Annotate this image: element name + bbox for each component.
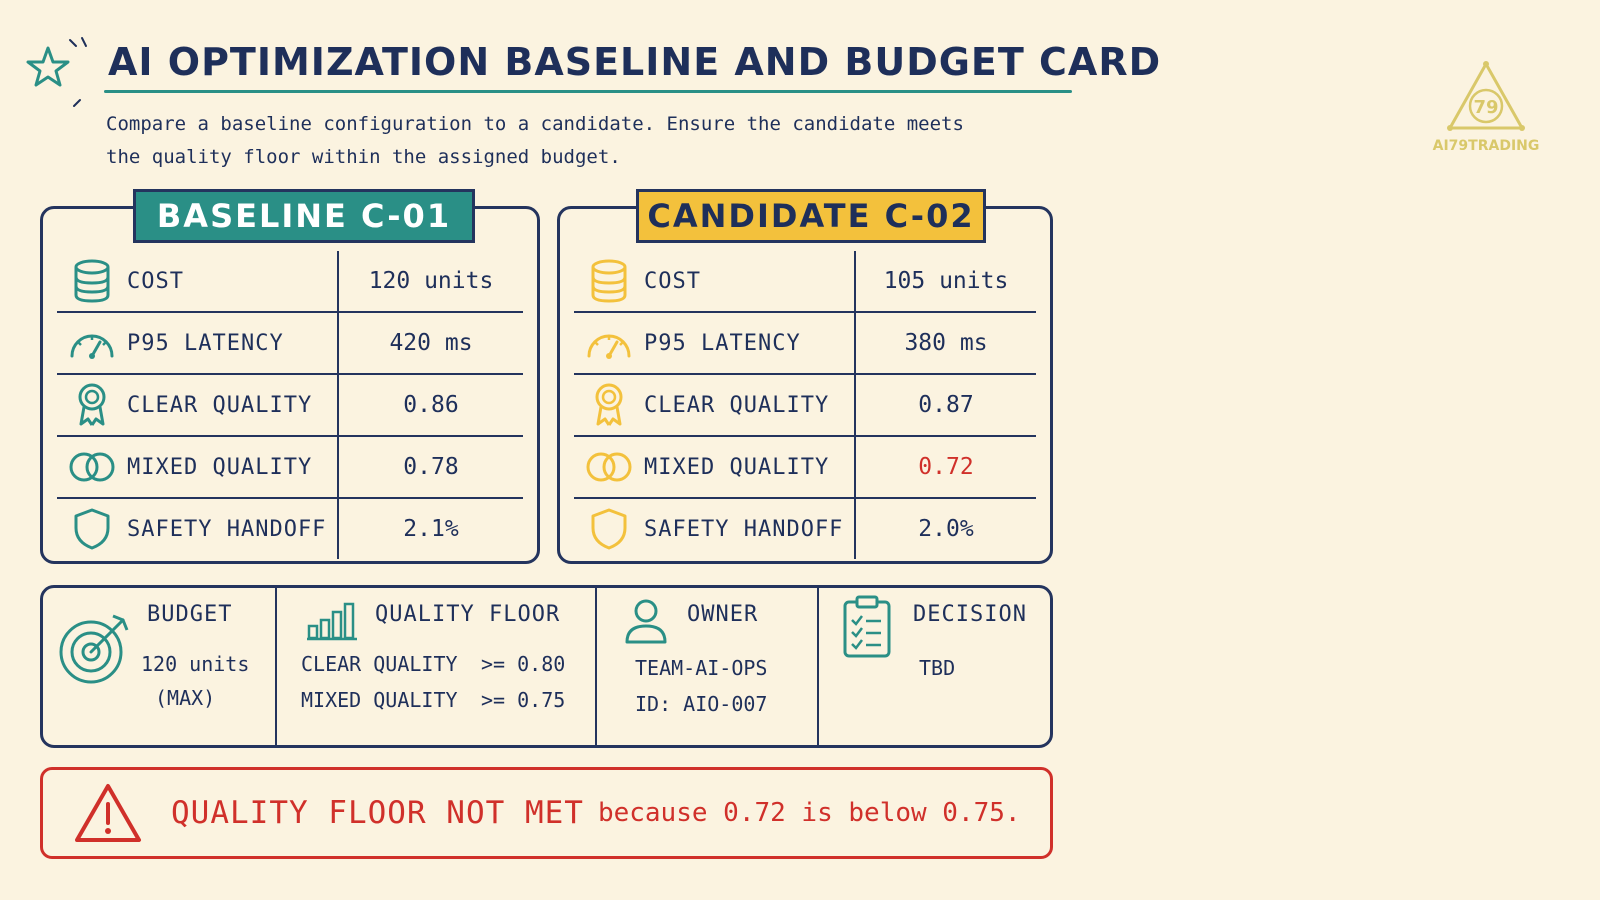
quality-floor-cell: QUALITY FLOOR CLEAR QUALITY >= 0.80 MIXE…: [275, 588, 595, 745]
budget-label: BUDGET: [147, 602, 233, 627]
baseline-row: COST 120 units: [57, 251, 523, 313]
ribbon-icon: [57, 382, 127, 428]
logo-mark-text: 79: [1473, 97, 1498, 118]
brand-logo: 79 AI79TRADING: [1426, 60, 1546, 154]
candidate-row: MIXED QUALITY 0.72: [574, 437, 1036, 499]
candidate-metric-value: 380 ms: [854, 313, 1036, 373]
owner-id: ID: AIO-007: [635, 692, 768, 716]
shield-icon: [57, 507, 127, 551]
star-icon: [26, 37, 87, 107]
alert-headline: QUALITY FLOOR NOT MET: [171, 795, 584, 831]
baseline-metric-label: COST: [127, 268, 184, 294]
candidate-card: CANDIDATE C-02 COST 105 units P95 LATENCY 3…: [557, 189, 1053, 564]
alert-detail: because 0.72 is below 0.75.: [597, 798, 1021, 828]
baseline-row: P95 LATENCY 420 ms: [57, 313, 523, 375]
rings-icon: [57, 450, 127, 484]
baseline-metrics: COST 120 units P95 LATENCY 420 ms CLEAR QUAL…: [57, 251, 523, 559]
quality-floor-label: QUALITY FLOOR: [375, 602, 561, 627]
bar-chart-icon: [307, 602, 357, 641]
baseline-metric-label: CLEAR QUALITY: [127, 392, 313, 418]
quality-alert: QUALITY FLOOR NOT MET because 0.72 is be…: [40, 767, 1053, 859]
floor-mixed-value: >= 0.75: [481, 688, 566, 712]
floor-clear-value: >= 0.80: [481, 652, 566, 676]
candidate-metric-label: COST: [644, 268, 701, 294]
budget-cell: BUDGET 120 units (MAX): [43, 588, 275, 745]
database-icon: [574, 259, 644, 303]
baseline-row: CLEAR QUALITY 0.86: [57, 375, 523, 437]
budget-note: (MAX): [155, 686, 216, 710]
baseline-metric-value: 120 units: [337, 251, 523, 311]
baseline-metric-value: 2.1%: [337, 499, 523, 559]
baseline-card: BASELINE C-01 COST 120 units P95 LATENCY 42…: [40, 189, 540, 564]
owner-cell: OWNER TEAM-AI-OPS ID: AIO-007: [595, 588, 817, 745]
owner-label: OWNER: [687, 602, 759, 627]
candidate-metrics: COST 105 units P95 LATENCY 380 ms CLEAR QUAL…: [574, 251, 1036, 559]
candidate-row: SAFETY HANDOFF 2.0%: [574, 499, 1036, 559]
summary-panel: BUDGET 120 units (MAX) QUALITY FLOOR CLE…: [40, 585, 1053, 748]
baseline-metric-label: P95 LATENCY: [127, 330, 284, 356]
ribbon-icon: [574, 382, 644, 428]
decision-cell: DECISION TBD: [817, 588, 1050, 745]
baseline-metric-value: 420 ms: [337, 313, 523, 373]
page-subtitle: Compare a baseline configuration to a ca…: [106, 108, 1006, 174]
shield-icon: [574, 507, 644, 551]
logo-mark-icon: 79: [1447, 61, 1525, 131]
title-underline: [104, 90, 1072, 93]
candidate-metric-label: MIXED QUALITY: [644, 454, 830, 480]
subtitle-line-1: Compare a baseline configuration to a ca…: [106, 113, 964, 135]
target-icon: [59, 614, 129, 684]
baseline-metric-label: SAFETY HANDOFF: [127, 516, 327, 542]
gauge-icon: [574, 326, 644, 360]
user-icon: [625, 599, 667, 644]
baseline-metric-value: 0.78: [337, 437, 523, 497]
baseline-metric-value: 0.86: [337, 375, 523, 435]
candidate-metric-label: SAFETY HANDOFF: [644, 516, 844, 542]
candidate-row: P95 LATENCY 380 ms: [574, 313, 1036, 375]
candidate-metric-label: P95 LATENCY: [644, 330, 801, 356]
baseline-metric-label: MIXED QUALITY: [127, 454, 313, 480]
candidate-row: CLEAR QUALITY 0.87: [574, 375, 1036, 437]
subtitle-line-2: the quality floor within the assigned bu…: [106, 146, 621, 168]
candidate-metric-value: 0.87: [854, 375, 1036, 435]
candidate-metric-value: 0.72: [854, 437, 1036, 497]
baseline-row: MIXED QUALITY 0.78: [57, 437, 523, 499]
logo-text: AI79TRADING: [1432, 138, 1540, 154]
candidate-metric-label: CLEAR QUALITY: [644, 392, 830, 418]
candidate-metric-value: 2.0%: [854, 499, 1036, 559]
floor-mixed-name: MIXED QUALITY: [301, 688, 458, 712]
baseline-row: SAFETY HANDOFF 2.1%: [57, 499, 523, 559]
page-title: AI OPTIMIZATION BASELINE AND BUDGET CARD: [108, 40, 1162, 84]
decision-value: TBD: [919, 656, 956, 680]
decision-label: DECISION: [913, 602, 1027, 627]
owner-team: TEAM-AI-OPS: [635, 656, 768, 680]
warning-icon: [75, 784, 141, 842]
candidate-row: COST 105 units: [574, 251, 1036, 313]
floor-clear-name: CLEAR QUALITY: [301, 652, 458, 676]
candidate-metric-value: 105 units: [854, 251, 1036, 311]
clipboard-icon: [843, 595, 891, 658]
database-icon: [57, 259, 127, 303]
baseline-tag: BASELINE C-01: [133, 189, 475, 243]
gauge-icon: [57, 326, 127, 360]
rings-icon: [574, 450, 644, 484]
budget-value: 120 units: [141, 652, 250, 676]
candidate-tag: CANDIDATE C-02: [636, 189, 986, 243]
